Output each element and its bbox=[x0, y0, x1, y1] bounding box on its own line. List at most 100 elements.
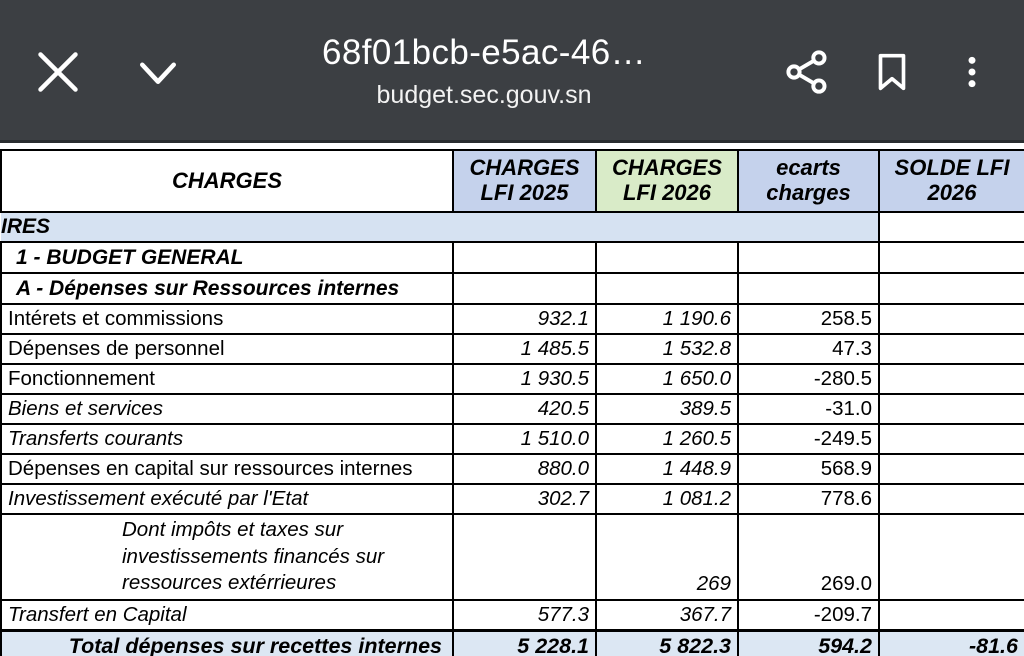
column-header-charges-lfi-2025: CHARGES LFI 2025 bbox=[452, 149, 597, 213]
row-value-solde bbox=[878, 483, 1024, 515]
column-header-solde-lfi-2026: SOLDE LFI 2026 bbox=[878, 149, 1024, 213]
total-value-2025: 5 228.1 bbox=[452, 628, 597, 656]
row-value-ecarts: -280.5 bbox=[737, 363, 880, 395]
row-label: Investissement exécuté par l'Etat bbox=[0, 483, 454, 515]
table-row: Investissement exécuté par l'Etat 302.7 … bbox=[0, 483, 1024, 515]
row-label: Dont impôts et taxes sur investissements… bbox=[0, 513, 454, 601]
total-row: Total dépenses sur recettes internes 5 2… bbox=[0, 628, 1024, 656]
row-label: Biens et services bbox=[0, 393, 454, 425]
row-value-ecarts: 258.5 bbox=[737, 303, 880, 335]
row-value-2025 bbox=[452, 272, 597, 305]
row-value-ecarts: -249.5 bbox=[737, 423, 880, 455]
column-header-charges: CHARGES bbox=[0, 149, 454, 213]
row-value-2025: 302.7 bbox=[452, 483, 597, 515]
row-label: Dépenses de personnel bbox=[0, 333, 454, 365]
table-row: Fonctionnement 1 930.5 1 650.0 -280.5 bbox=[0, 363, 1024, 395]
table-row: A - Dépenses sur Ressources internes bbox=[0, 272, 1024, 305]
section-blank-solde bbox=[878, 212, 1024, 242]
row-label: Dépenses en capital sur ressources inter… bbox=[0, 453, 454, 485]
row-value-2025: 1 930.5 bbox=[452, 363, 597, 395]
row-label: Transferts courants bbox=[0, 423, 454, 455]
row-value-2026: 1 448.9 bbox=[595, 453, 739, 485]
row-value-solde bbox=[878, 272, 1024, 305]
header-line-1: SOLDE LFI bbox=[894, 155, 1010, 181]
chevron-down-icon[interactable] bbox=[110, 24, 206, 120]
row-value-2026: 389.5 bbox=[595, 393, 739, 425]
row-value-2025: 880.0 bbox=[452, 453, 597, 485]
table-row: Biens et services 420.5 389.5 -31.0 bbox=[0, 393, 1024, 425]
row-value-solde bbox=[878, 423, 1024, 455]
row-label: A - Dépenses sur Ressources internes bbox=[0, 272, 454, 305]
column-header-ecarts-charges: ecarts charges bbox=[737, 149, 880, 213]
table-row: Intérets et commissions 932.1 1 190.6 25… bbox=[0, 303, 1024, 335]
row-label: 1 - BUDGET GENERAL bbox=[0, 241, 454, 274]
row-label: Intérets et commissions bbox=[0, 303, 454, 335]
section-blank-ecarts bbox=[738, 212, 879, 242]
row-value-solde bbox=[878, 241, 1024, 274]
row-value-ecarts: -209.7 bbox=[737, 599, 880, 631]
column-header-charges-lfi-2026: CHARGES LFI 2026 bbox=[595, 149, 739, 213]
row-value-ecarts: 47.3 bbox=[737, 333, 880, 365]
row-value-ecarts bbox=[737, 272, 880, 305]
row-value-2025 bbox=[452, 241, 597, 274]
row-value-2026: 1 260.5 bbox=[595, 423, 739, 455]
section-row-partial: IRES bbox=[1, 212, 1024, 242]
header-line-2: charges bbox=[766, 180, 851, 205]
table-header-row: CHARGES CHARGES LFI 2025 CHARGES LFI 202… bbox=[0, 149, 1024, 213]
header-line-2: LFI 2026 bbox=[622, 180, 712, 205]
spreadsheet-viewport[interactable]: CHARGES CHARGES LFI 2025 CHARGES LFI 202… bbox=[0, 143, 1024, 656]
title-block: 68f01bcb-e5ac-46… budget.sec.gouv.sn bbox=[206, 33, 762, 110]
header-line-2: 2026 bbox=[927, 180, 977, 205]
close-icon[interactable] bbox=[10, 24, 106, 120]
section-blank-2025 bbox=[453, 212, 596, 242]
row-value-solde bbox=[878, 333, 1024, 365]
row-value-2026: 1 081.2 bbox=[595, 483, 739, 515]
table-row: Dépenses de personnel 1 485.5 1 532.8 47… bbox=[0, 333, 1024, 365]
header-line-1: ecarts bbox=[776, 155, 841, 181]
row-value-solde bbox=[878, 393, 1024, 425]
header-line-1: CHARGES bbox=[469, 155, 580, 181]
row-value-solde bbox=[878, 303, 1024, 335]
row-label: Transfert en Capital bbox=[0, 599, 454, 631]
total-value-ecarts: 594.2 bbox=[737, 628, 880, 656]
row-value-2026: 367.7 bbox=[595, 599, 739, 631]
total-label: Total dépenses sur recettes internes bbox=[0, 628, 454, 656]
share-icon[interactable] bbox=[762, 27, 852, 117]
row-value-2025: 932.1 bbox=[452, 303, 597, 335]
total-value-2026: 5 822.3 bbox=[595, 628, 739, 656]
table-row: Dont impôts et taxes sur investissements… bbox=[0, 513, 1024, 601]
row-value-2026: 1 190.6 bbox=[595, 303, 739, 335]
row-label: Fonctionnement bbox=[0, 363, 454, 395]
row-value-2025 bbox=[452, 513, 597, 601]
table-row: Dépenses en capital sur ressources inter… bbox=[0, 453, 1024, 485]
section-label: IRES bbox=[1, 212, 453, 242]
bookmark-icon[interactable] bbox=[852, 27, 932, 117]
header-line-1: CHARGES bbox=[611, 155, 722, 181]
page-url: budget.sec.gouv.sn bbox=[376, 81, 592, 110]
row-value-ecarts: 778.6 bbox=[737, 483, 880, 515]
toolbar-divider bbox=[0, 140, 1024, 143]
row-value-solde bbox=[878, 363, 1024, 395]
row-value-2025: 577.3 bbox=[452, 599, 597, 631]
row-value-solde bbox=[878, 599, 1024, 631]
row-value-2026 bbox=[595, 272, 739, 305]
row-value-2026: 1 650.0 bbox=[595, 363, 739, 395]
row-value-solde bbox=[878, 453, 1024, 485]
row-value-2026: 269 bbox=[595, 513, 739, 601]
browser-toolbar: 68f01bcb-e5ac-46… budget.sec.gouv.sn bbox=[0, 0, 1024, 143]
section-blank-2026 bbox=[596, 212, 738, 242]
header-line-2: LFI 2025 bbox=[480, 180, 569, 205]
table-row: 1 - BUDGET GENERAL bbox=[0, 241, 1024, 274]
overflow-menu-icon[interactable] bbox=[932, 27, 1012, 117]
page-title: 68f01bcb-e5ac-46… bbox=[322, 33, 646, 72]
row-value-2025: 420.5 bbox=[452, 393, 597, 425]
row-value-2025: 1 510.0 bbox=[452, 423, 597, 455]
total-value-solde: -81.6 bbox=[878, 628, 1024, 656]
row-value-2025: 1 485.5 bbox=[452, 333, 597, 365]
table-row: Transfert en Capital 577.3 367.7 -209.7 bbox=[0, 599, 1024, 631]
row-value-solde bbox=[878, 513, 1024, 601]
row-value-ecarts: 568.9 bbox=[737, 453, 880, 485]
row-value-ecarts: -31.0 bbox=[737, 393, 880, 425]
budget-table: CHARGES CHARGES LFI 2025 CHARGES LFI 202… bbox=[0, 149, 1024, 656]
row-value-2026 bbox=[595, 241, 739, 274]
